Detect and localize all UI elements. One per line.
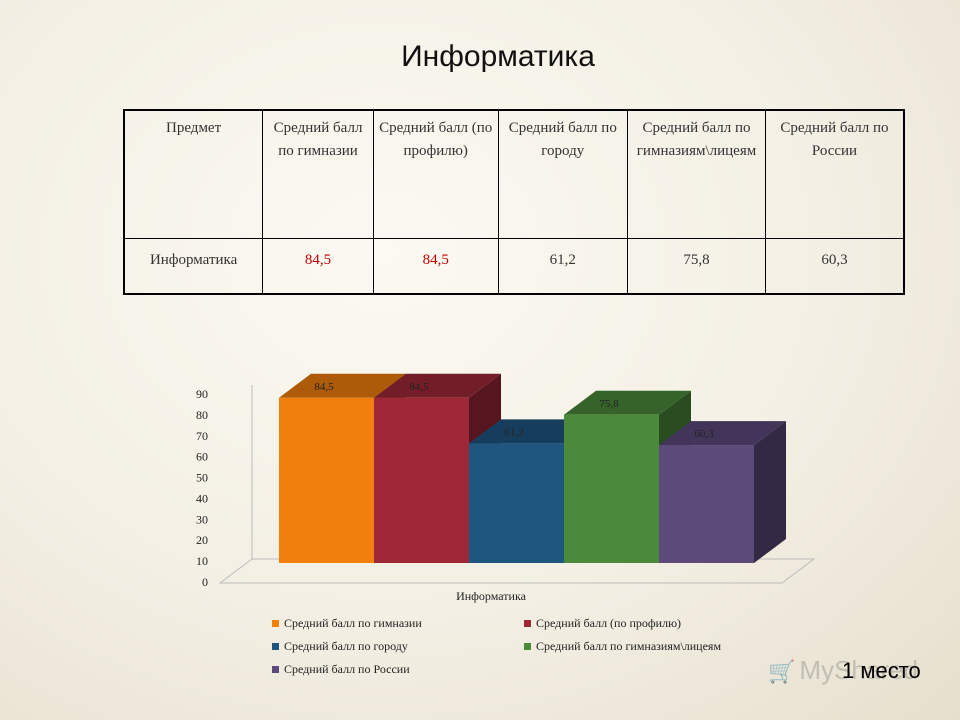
y-tick-label: 10	[196, 554, 208, 568]
chart-floor	[218, 558, 816, 584]
legend-label: Средний балл по гимназиям\лицеям	[536, 639, 722, 653]
legend-swatch	[272, 620, 279, 627]
watermark: 🛒 MyShared	[768, 655, 918, 686]
data-label: 61,2	[504, 426, 523, 438]
legend-label: Средний балл по гимназии	[284, 616, 422, 630]
table-cell: 61,2	[497, 237, 629, 295]
legend-swatch	[272, 643, 279, 650]
table-row: Информатика 84,5 84,5 61,2 75,8 60,3	[123, 237, 905, 295]
data-label: 84,5	[314, 381, 334, 393]
bar-front	[469, 443, 564, 563]
data-label: 60,3	[694, 428, 714, 440]
data-label: 84,5	[409, 381, 429, 393]
bar-front	[374, 397, 469, 563]
bar-front	[564, 414, 659, 563]
y-tick-label: 90	[196, 387, 208, 401]
bar-top	[564, 390, 691, 415]
bar-top	[659, 421, 786, 446]
x-tick-label: Информатика	[456, 589, 527, 603]
table-header-cell: Средний балл по России	[764, 109, 905, 239]
legend-label: Средний балл (по профилю)	[536, 616, 682, 630]
y-tick-label: 80	[196, 408, 208, 422]
data-label: 75,8	[599, 398, 619, 410]
legend-label: Средний балл по России	[284, 662, 410, 676]
legend-swatch	[524, 643, 531, 650]
y-tick-label: 20	[196, 533, 208, 547]
legend-item: Средний балл по городу	[272, 639, 524, 654]
legend-label: Средний балл по городу	[284, 639, 408, 653]
legend-swatch	[524, 620, 531, 627]
table-header-row: Предмет Средний балл по гимназии Средний…	[123, 109, 905, 239]
bar-top	[374, 373, 501, 398]
scores-table: Предмет Средний балл по гимназии Средний…	[123, 109, 905, 295]
table-header-cell: Средний балл (по профилю)	[372, 109, 499, 239]
watermark-text: MyShared	[799, 655, 918, 685]
bar-front	[659, 445, 754, 563]
bar-top	[279, 373, 406, 398]
table-cell: 84,5	[372, 237, 499, 295]
legend-swatch	[272, 666, 279, 673]
y-tick-label: 70	[196, 429, 208, 443]
table-cell-subject: Информатика	[123, 237, 264, 295]
legend-item: Средний балл по гимназиям\лицеям	[524, 639, 784, 654]
y-tick-label: 60	[196, 450, 208, 464]
y-tick-label: 50	[196, 471, 208, 485]
table-header-cell: Средний балл по гимназиям\лицеям	[627, 109, 766, 239]
y-tick-label: 0	[202, 575, 208, 589]
y-tick-label: 40	[196, 491, 208, 505]
legend-item: Средний балл по гимназии	[272, 616, 524, 631]
bar	[659, 421, 786, 563]
table-cell: 84,5	[262, 237, 374, 295]
table-cell: 60,3	[764, 237, 905, 295]
shopping-cart-icon: 🛒	[768, 659, 796, 684]
legend-item: Средний балл (по профилю)	[524, 616, 784, 631]
bar-side	[754, 421, 786, 563]
legend-item: Средний балл по России	[272, 662, 524, 677]
placement-note: 1 место	[842, 658, 921, 683]
y-tick-label: 30	[196, 512, 208, 526]
chart-legend: Средний балл по гимназии Средний балл (по…	[272, 616, 792, 677]
table-cell: 75,8	[627, 237, 766, 295]
bar-front	[279, 397, 374, 563]
page-title: Информатика	[401, 40, 595, 73]
table-header-cell: Средний балл по городу	[497, 109, 629, 239]
